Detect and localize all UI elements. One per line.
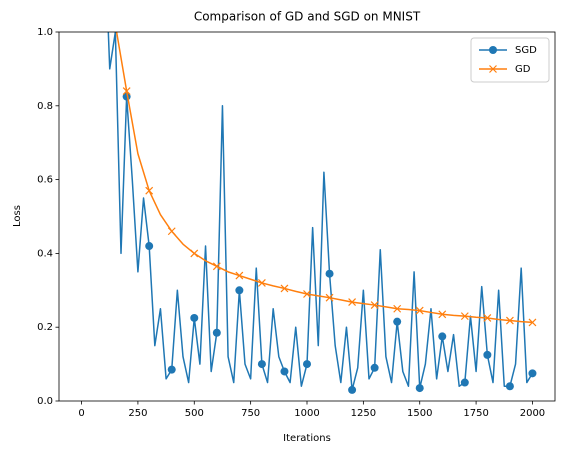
y-tick-label: 1.0 — [37, 27, 53, 38]
marker — [438, 310, 447, 319]
marker — [190, 313, 199, 322]
marker — [460, 312, 469, 321]
legend-box — [470, 37, 550, 83]
legend-marker — [489, 65, 497, 73]
y-tick-label: 0.8 — [37, 101, 53, 112]
marker — [460, 378, 469, 387]
chart-title: Comparison of GD and SGD on MNIST — [194, 10, 421, 24]
marker — [122, 87, 131, 95]
marker — [212, 328, 221, 337]
marker — [257, 360, 266, 369]
marker — [325, 293, 334, 302]
marker — [528, 318, 537, 327]
marker — [167, 227, 176, 236]
legend-label: GD — [515, 64, 531, 75]
marker — [303, 290, 311, 298]
marker — [483, 350, 492, 359]
x-tick-label: 1250 — [351, 408, 376, 419]
x-axis-label: Iterations — [283, 433, 331, 444]
x-tick-label: 750 — [241, 408, 260, 419]
marker — [415, 306, 424, 315]
marker — [489, 65, 497, 73]
marker — [393, 304, 402, 313]
marker — [370, 363, 379, 372]
x-tick-label: 500 — [185, 408, 204, 419]
x-tick-label: 1750 — [463, 408, 488, 419]
marker — [483, 314, 492, 322]
y-tick-label: 0.0 — [37, 396, 53, 407]
y-tick-label: 0.6 — [37, 175, 53, 186]
marker — [280, 367, 289, 376]
series-line — [107, 32, 534, 391]
x-tick-label: 1000 — [294, 408, 319, 419]
marker — [393, 317, 402, 326]
marker — [145, 242, 154, 251]
marker — [348, 298, 357, 307]
marker — [280, 284, 289, 293]
marker — [145, 186, 154, 195]
marker — [190, 249, 199, 258]
marker — [325, 269, 334, 278]
y-tick-label: 0.2 — [37, 322, 53, 333]
legend-marker — [489, 46, 497, 54]
marker — [415, 384, 424, 393]
marker — [505, 382, 514, 391]
marker — [438, 332, 447, 341]
x-tick-label: 1500 — [407, 408, 432, 419]
marker — [257, 278, 266, 287]
marker — [235, 271, 244, 280]
y-tick-label: 0.4 — [37, 248, 53, 259]
marker — [235, 286, 244, 295]
plot-area — [107, 32, 537, 394]
marker — [348, 385, 357, 394]
x-tick-label: 2000 — [520, 408, 545, 419]
series-line — [115, 32, 533, 324]
axes-frame — [58, 31, 556, 402]
marker — [489, 46, 497, 54]
marker — [303, 360, 311, 369]
x-tick-label: 250 — [128, 408, 147, 419]
legend-label: SGD — [515, 45, 537, 56]
marker — [212, 262, 221, 271]
marker — [505, 316, 514, 325]
y-axis-label: Loss — [12, 205, 23, 227]
marker — [370, 301, 379, 309]
marker — [528, 369, 537, 378]
x-tick-label: 0 — [78, 408, 84, 419]
marker — [167, 365, 176, 374]
